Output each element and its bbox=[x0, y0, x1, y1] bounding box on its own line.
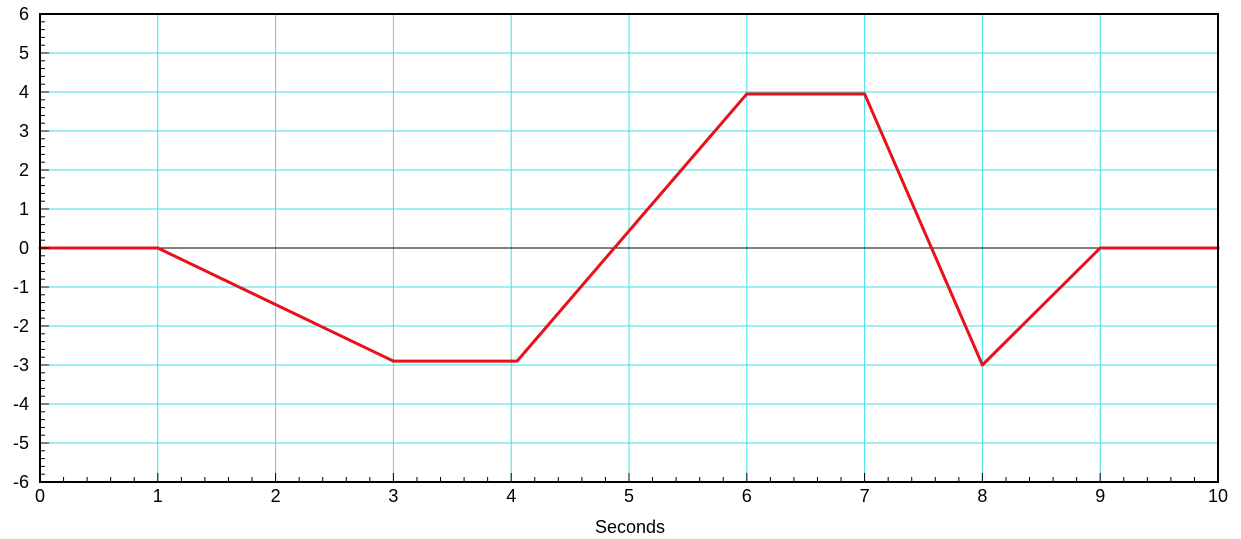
x-tick-label-7: 7 bbox=[860, 486, 870, 506]
x-tick-label-1: 1 bbox=[153, 486, 163, 506]
y-tick-label-0: 6 bbox=[19, 4, 29, 24]
y-tick-label-11: -5 bbox=[13, 433, 29, 453]
grid-layer bbox=[40, 14, 1218, 482]
y-tick-label-6: 0 bbox=[19, 238, 29, 258]
y-tick-label-3: 3 bbox=[19, 121, 29, 141]
x-axis-title: Seconds bbox=[595, 517, 665, 537]
x-tick-label-8: 8 bbox=[977, 486, 987, 506]
series-0-point-7 bbox=[1098, 246, 1102, 250]
y-tick-label-5: 1 bbox=[19, 199, 29, 219]
y-tick-label-4: 2 bbox=[19, 160, 29, 180]
series-0-point-6 bbox=[980, 363, 984, 367]
y-tick-label-1: 5 bbox=[19, 43, 29, 63]
x-tick-label-0: 0 bbox=[35, 486, 45, 506]
y-tick-label-10: -4 bbox=[13, 394, 29, 414]
x-tick-label-9: 9 bbox=[1095, 486, 1105, 506]
y-tick-label-2: 4 bbox=[19, 82, 29, 102]
series-0-point-1 bbox=[156, 246, 160, 250]
y-tick-label-8: -2 bbox=[13, 316, 29, 336]
y-tick-label-9: -3 bbox=[13, 355, 29, 375]
series-0-point-4 bbox=[745, 92, 749, 96]
series-0-point-5 bbox=[863, 92, 867, 96]
y-tick-label-7: -1 bbox=[13, 277, 29, 297]
x-tick-label-5: 5 bbox=[624, 486, 634, 506]
series-0-point-2 bbox=[391, 359, 395, 363]
x-tick-label-2: 2 bbox=[271, 486, 281, 506]
y-tick-label-12: -6 bbox=[13, 472, 29, 492]
tick-layer bbox=[39, 13, 1219, 483]
x-tick-label-10: 10 bbox=[1208, 486, 1228, 506]
x-tick-label-6: 6 bbox=[742, 486, 752, 506]
x-tick-label-3: 3 bbox=[388, 486, 398, 506]
series-0-point-3 bbox=[515, 359, 519, 363]
x-tick-label-4: 4 bbox=[506, 486, 516, 506]
